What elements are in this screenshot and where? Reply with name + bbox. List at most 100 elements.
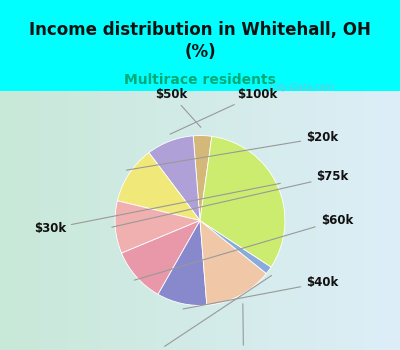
Bar [248, 91, 252, 350]
Bar [364, 91, 368, 350]
Text: $40k: $40k [183, 276, 338, 309]
Bar [204, 91, 208, 350]
Bar [360, 91, 364, 350]
Bar [104, 91, 108, 350]
Bar [224, 91, 228, 350]
Bar [80, 91, 84, 350]
Bar [268, 91, 272, 350]
Bar [176, 91, 180, 350]
Bar [388, 91, 392, 350]
Bar [136, 91, 140, 350]
Bar [304, 91, 308, 350]
Bar [160, 91, 164, 350]
Bar [212, 91, 216, 350]
Bar [100, 91, 104, 350]
Bar [44, 91, 48, 350]
Text: $75k: $75k [112, 170, 349, 227]
Bar [32, 91, 36, 350]
Text: Multirace residents: Multirace residents [124, 73, 276, 87]
Bar [368, 91, 372, 350]
Bar [316, 91, 320, 350]
Wedge shape [200, 220, 266, 305]
Text: $60k: $60k [134, 214, 353, 280]
Bar [336, 91, 340, 350]
Bar [396, 91, 400, 350]
Bar [12, 91, 16, 350]
Bar [116, 91, 120, 350]
Bar [56, 91, 60, 350]
Bar [200, 91, 204, 350]
Text: $30k: $30k [34, 183, 280, 235]
Bar [172, 91, 176, 350]
Bar [8, 91, 12, 350]
Bar [164, 91, 168, 350]
Bar [148, 91, 152, 350]
Text: $50k: $50k [155, 88, 201, 127]
Bar [144, 91, 148, 350]
Text: $10k: $10k [228, 304, 260, 350]
Wedge shape [115, 201, 200, 253]
Bar [28, 91, 32, 350]
Bar [272, 91, 276, 350]
Text: Income distribution in Whitehall, OH
(%): Income distribution in Whitehall, OH (%) [29, 21, 371, 61]
Bar [0, 91, 4, 350]
Bar [4, 91, 8, 350]
Bar [216, 91, 220, 350]
Bar [384, 91, 388, 350]
Bar [348, 91, 352, 350]
Bar [320, 91, 324, 350]
Bar [256, 91, 260, 350]
Bar [60, 91, 64, 350]
Bar [260, 91, 264, 350]
Bar [280, 91, 284, 350]
Bar [244, 91, 248, 350]
Bar [88, 91, 92, 350]
Wedge shape [117, 153, 200, 220]
Bar [356, 91, 360, 350]
Bar [24, 91, 28, 350]
Bar [152, 91, 156, 350]
Bar [232, 91, 236, 350]
Bar [380, 91, 384, 350]
Bar [120, 91, 124, 350]
Bar [392, 91, 396, 350]
Wedge shape [200, 136, 285, 267]
Bar [344, 91, 348, 350]
Bar [292, 91, 296, 350]
Bar [252, 91, 256, 350]
Bar [96, 91, 100, 350]
Bar [184, 91, 188, 350]
Bar [208, 91, 212, 350]
Bar [76, 91, 80, 350]
Bar [308, 91, 312, 350]
Bar [52, 91, 56, 350]
Bar [156, 91, 160, 350]
Bar [236, 91, 240, 350]
Bar [328, 91, 332, 350]
Bar [340, 91, 344, 350]
Bar [124, 91, 128, 350]
Bar [372, 91, 376, 350]
Text: $100k: $100k [170, 88, 277, 134]
Bar [276, 91, 280, 350]
Bar [64, 91, 68, 350]
Bar [284, 91, 288, 350]
Bar [108, 91, 112, 350]
Bar [92, 91, 96, 350]
Bar [264, 91, 268, 350]
Bar [188, 91, 192, 350]
Bar [180, 91, 184, 350]
Bar [196, 91, 200, 350]
Bar [132, 91, 136, 350]
Bar [72, 91, 76, 350]
Bar [228, 91, 232, 350]
Bar [288, 91, 292, 350]
Bar [168, 91, 172, 350]
Bar [128, 91, 132, 350]
Bar [332, 91, 336, 350]
Bar [312, 91, 316, 350]
Wedge shape [149, 136, 200, 220]
Text: $20k: $20k [126, 131, 338, 170]
Bar [36, 91, 40, 350]
Bar [192, 91, 196, 350]
